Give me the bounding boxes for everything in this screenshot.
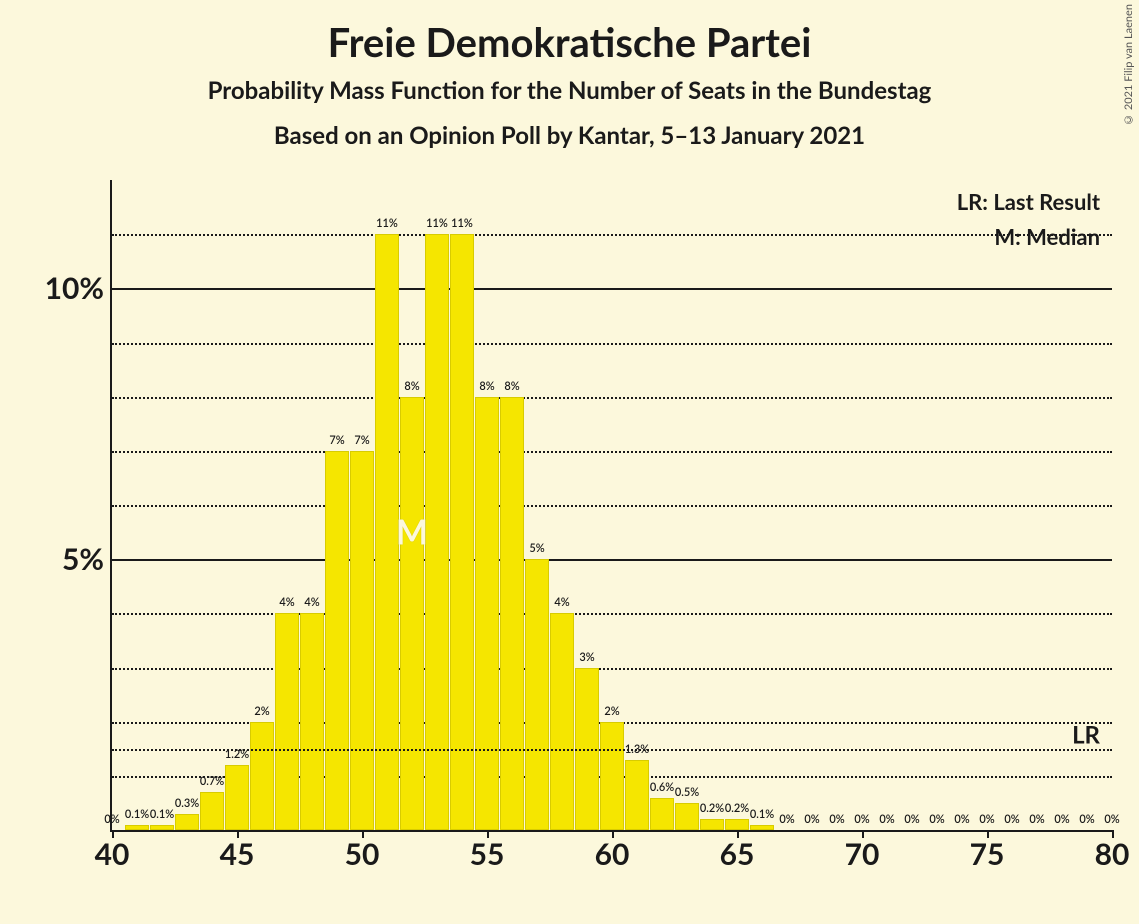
bar-value-label: 0.1% [750,808,774,821]
y-axis-label: 5% [62,541,104,577]
grid-minor [112,613,1112,615]
chart-title: Freie Demokratische Partei [0,18,1139,66]
bar-value-label: 0.7% [200,775,224,788]
bar-value-label: 8% [504,380,519,393]
grid-major [112,288,1112,290]
bar [225,765,249,830]
bar [475,397,499,830]
bar-value-label: 8% [404,380,419,393]
bar-value-label: 0% [929,813,944,826]
grid-major [112,559,1112,561]
median-marker: M [396,512,428,553]
bar [150,825,174,830]
grid-minor [112,451,1112,453]
bar-value-label: 0.2% [700,802,724,815]
bar-value-label: 0% [804,813,819,826]
bar [175,814,199,830]
bar-value-label: 0% [104,813,119,826]
bar-value-label: 4% [279,596,294,609]
bar-value-label: 3% [579,651,594,664]
bar [600,722,624,830]
grid-minor [112,343,1112,345]
x-axis-label: 65 [720,836,755,872]
bar-value-label: 5% [529,542,544,555]
copyright-label: © 2021 Filip van Laenen [1122,4,1135,126]
legend-m: M: Median [957,219,1100,254]
x-axis-label: 75 [970,836,1005,872]
plot-area: LR: Last Result M: Median 5%10%404550556… [110,180,1112,832]
y-axis-label: 10% [45,270,104,306]
bar [275,613,299,830]
bar-value-label: 0% [1054,813,1069,826]
x-axis-label: 60 [595,836,630,872]
x-axis-label: 55 [470,836,505,872]
plot-wrap: LR: Last Result M: Median 5% 10% 40 45 50 55 6… [0,170,1139,910]
bar [700,819,724,830]
bar-value-label: 0.5% [675,786,699,799]
lr-label: LR [1072,720,1100,749]
legend-lr: LR: Last Result [957,184,1100,219]
title-block: Freie Demokratische Partei Probability M… [0,0,1139,150]
bar [200,792,224,830]
bar [625,760,649,830]
bar-value-label: 0.1% [125,808,149,821]
bar-value-label: 0% [854,813,869,826]
bar-value-label: 2% [254,705,269,718]
bar-value-label: 8% [479,380,494,393]
x-axis-label: 40 [95,836,130,872]
bar [300,613,324,830]
bar-value-label: 0% [829,813,844,826]
bar [725,819,749,830]
bar [250,722,274,830]
grid-minor [112,668,1112,670]
grid-minor [112,505,1112,507]
x-axis-label: 70 [845,836,880,872]
legend: LR: Last Result M: Median [957,184,1100,254]
bar [450,234,474,830]
x-axis-label: 45 [220,836,255,872]
lr-line [112,749,1112,751]
bar [675,803,699,830]
bar-value-label: 0.1% [150,808,174,821]
bar [500,397,524,830]
bar [325,451,349,830]
bar [550,613,574,830]
bar-value-label: 0% [904,813,919,826]
bar-value-label: 0% [1029,813,1044,826]
bar [125,825,149,830]
grid-minor [112,234,1112,236]
bar-value-label: 0% [779,813,794,826]
bar-value-label: 7% [329,434,344,447]
bar-value-label: 0.6% [650,781,674,794]
bar [350,451,374,830]
bar [425,234,449,830]
bar-value-label: 0% [1079,813,1094,826]
bar-value-label: 0.2% [725,802,749,815]
bar [750,825,774,830]
bar-value-label: 11% [376,217,398,230]
bar-value-label: 0% [879,813,894,826]
bar-value-label: 11% [451,217,473,230]
bar-value-label: 0% [954,813,969,826]
bar-value-label: 11% [426,217,448,230]
x-axis-label: 80 [1095,836,1130,872]
bar-value-label: 0% [979,813,994,826]
bar-value-label: 0% [1004,813,1019,826]
bar-value-label: 7% [354,434,369,447]
bar-value-label: 2% [604,705,619,718]
bar-value-label: 0.3% [175,797,199,810]
chart-subtitle: Probability Mass Function for the Number… [0,76,1139,105]
x-axis-label: 50 [345,836,380,872]
bar-value-label: 4% [304,596,319,609]
grid-minor [112,397,1112,399]
bar-value-label: 0% [1104,813,1119,826]
bar [525,559,549,830]
bar-value-label: 4% [554,596,569,609]
bar [400,397,424,830]
chart-subtitle2: Based on an Opinion Poll by Kantar, 5–13… [0,121,1139,150]
bar [650,798,674,831]
